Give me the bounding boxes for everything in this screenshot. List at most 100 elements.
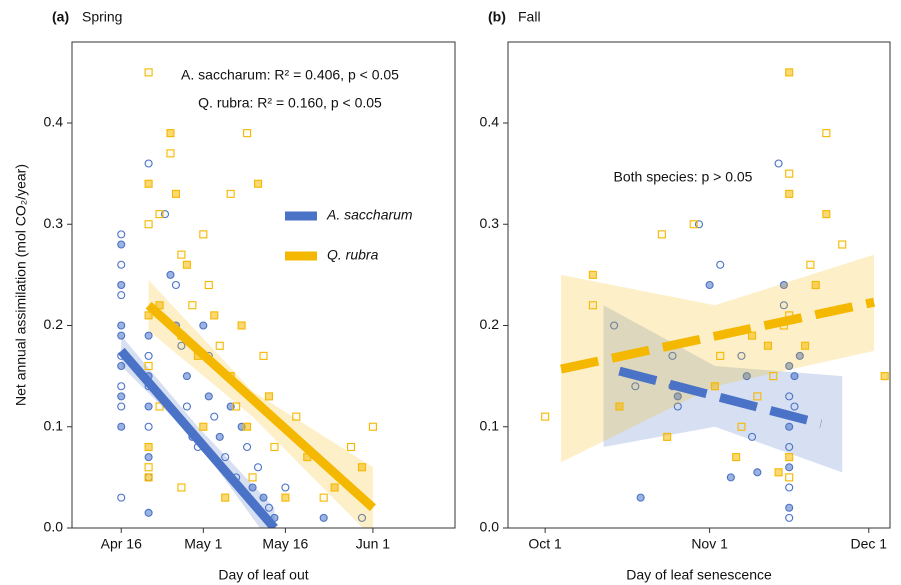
point (226, 189, 235, 198)
point (270, 442, 279, 452)
point (705, 280, 714, 290)
point (259, 351, 268, 360)
point (357, 463, 367, 472)
point (319, 493, 328, 502)
point (117, 280, 126, 290)
point (199, 321, 208, 330)
point (726, 473, 735, 482)
point (144, 361, 153, 371)
point (673, 392, 682, 401)
point (292, 412, 301, 421)
point (144, 442, 153, 452)
fit-line (618, 366, 823, 429)
y-tick-label: 0.4 (44, 114, 64, 130)
y-tick-label: 0.1 (44, 417, 64, 433)
point (243, 442, 252, 452)
point (144, 331, 153, 340)
x-tick-label: Jun 1 (356, 536, 390, 552)
point (615, 402, 624, 411)
point (732, 453, 741, 462)
annotation: A. saccharum: R² = 0.406, p < 0.05 (181, 67, 399, 83)
point (689, 220, 698, 229)
point (716, 260, 725, 269)
point (177, 483, 186, 492)
point (155, 210, 164, 219)
point (144, 159, 153, 168)
point (264, 392, 274, 401)
y-tick-label: 0.0 (44, 519, 64, 535)
point (795, 351, 804, 360)
annotation: Q. rubra: R² = 0.160, p < 0.05 (198, 95, 382, 111)
point (177, 250, 186, 259)
point (663, 432, 672, 441)
point (785, 473, 794, 482)
plot-area (117, 68, 377, 528)
x-tick-label: Dec 1 (850, 536, 887, 552)
fit-line (560, 297, 876, 374)
point (806, 260, 815, 269)
point (790, 372, 799, 381)
point (221, 493, 230, 502)
point (801, 341, 810, 350)
point (144, 473, 153, 482)
confidence-band (561, 254, 875, 463)
point (117, 493, 126, 502)
point (144, 220, 153, 229)
point (199, 230, 208, 239)
y-tick-label: 0.1 (480, 417, 500, 433)
point (753, 468, 762, 477)
panel-label: (b) (488, 9, 506, 25)
point (769, 372, 778, 381)
y-tick-label: 0.3 (44, 215, 64, 231)
point (737, 422, 746, 431)
point (785, 442, 794, 452)
point (785, 68, 794, 77)
point (144, 463, 153, 472)
point (753, 392, 762, 401)
point (117, 392, 126, 401)
plot-area (541, 68, 889, 522)
panel-title: Fall (518, 9, 541, 25)
y-tick-label: 0.3 (480, 215, 500, 231)
point (588, 301, 597, 310)
point (117, 382, 126, 391)
point (785, 453, 794, 462)
x-axis-label: Day of leaf senescence (626, 567, 772, 583)
point (264, 503, 274, 512)
point (155, 402, 164, 411)
point (177, 341, 186, 350)
point (215, 432, 224, 441)
point (710, 382, 719, 391)
point (117, 402, 126, 411)
point (785, 169, 794, 178)
point (779, 280, 788, 290)
point (117, 260, 126, 269)
point (253, 179, 263, 188)
point (221, 453, 230, 462)
panel-label: (a) (52, 9, 69, 25)
point (748, 331, 757, 340)
point (785, 503, 794, 512)
point (144, 311, 153, 320)
point (785, 189, 794, 198)
point (541, 412, 550, 421)
point (748, 432, 757, 441)
y-tick-label: 0.2 (480, 316, 500, 332)
point (673, 402, 682, 411)
point (610, 321, 619, 330)
point (636, 493, 645, 502)
point (117, 230, 126, 239)
point (774, 468, 783, 477)
x-tick-label: Oct 1 (528, 536, 562, 552)
point (668, 351, 677, 360)
point (785, 422, 794, 431)
point (210, 412, 219, 421)
point (144, 179, 153, 188)
point (790, 402, 799, 411)
plot-frame (71, 41, 456, 529)
point (144, 402, 153, 411)
x-tick-label: Apr 16 (101, 536, 142, 552)
point (117, 321, 126, 330)
point (248, 473, 257, 482)
